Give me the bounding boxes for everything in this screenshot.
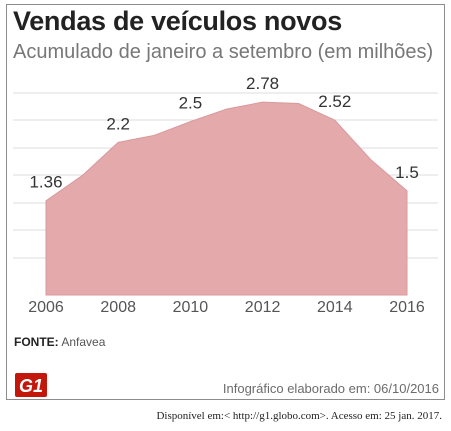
area-chart: 1.362.22.52.782.521.5 2006 2008 2010 2012 20… <box>13 74 438 316</box>
x-tick-label: 2012 <box>245 299 281 316</box>
chart-subtitle: Acumulado de janeiro a setembro (em milh… <box>13 41 434 63</box>
x-tick-label: 2010 <box>173 299 209 316</box>
data-label: 2.52 <box>318 92 351 111</box>
x-axis: 2006 2008 2010 2012 2014 2016 <box>28 299 425 316</box>
citation-footer: Disponível em:< http://g1.globo.com>. Ac… <box>156 410 442 422</box>
x-tick-label: 2014 <box>317 299 353 316</box>
area-series <box>45 101 408 296</box>
x-tick-label: 2008 <box>100 299 136 316</box>
g1-logo: G1 <box>15 373 47 402</box>
data-label: 2.5 <box>179 94 203 113</box>
source-name: Anfavea <box>61 335 106 349</box>
data-label: 1.36 <box>29 173 62 192</box>
x-tick-label: 2006 <box>28 299 64 316</box>
area-fill <box>45 101 408 296</box>
infographic-frame: Vendas de veículos novos Acumulado de ja… <box>6 4 445 400</box>
g1-logo-background <box>15 373 47 397</box>
credit-line: Infográfico elaborado em: 06/10/2016 <box>222 381 439 396</box>
data-labels: 1.36 2.2 2.5 2.78 2.52 1.5 <box>29 74 418 192</box>
source-label: FONTE: <box>14 335 59 349</box>
data-label: 2.78 <box>246 74 279 93</box>
x-tick-label: 2016 <box>389 299 425 316</box>
data-label: 2.2 <box>106 114 130 133</box>
source-note: FONTE: Anfavea <box>14 335 105 349</box>
data-label: 1.5 <box>395 163 419 182</box>
g1-logo-text: G1 <box>19 376 43 396</box>
chart-title: Vendas de veículos novos <box>13 6 342 36</box>
